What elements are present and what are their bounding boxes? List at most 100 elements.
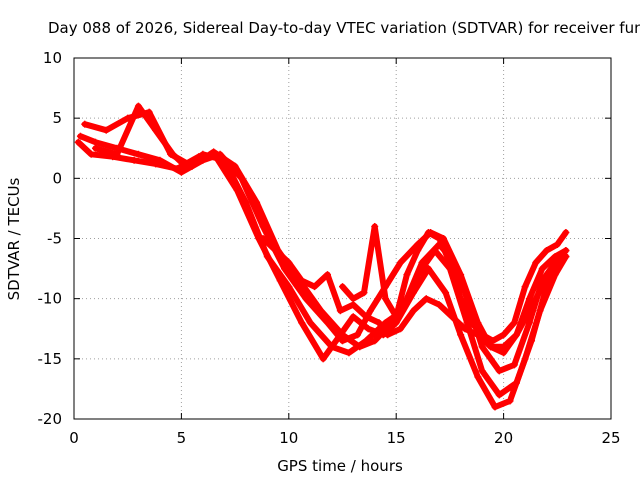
data-point xyxy=(474,373,482,381)
data-point xyxy=(562,228,570,236)
y-tick-label: -10 xyxy=(38,290,63,308)
data-point xyxy=(414,247,422,255)
data-point xyxy=(536,307,544,315)
data-point xyxy=(495,367,503,375)
data-point xyxy=(442,289,450,297)
data-point xyxy=(109,153,117,161)
data-point xyxy=(525,307,533,315)
data-point xyxy=(551,271,559,279)
data-point xyxy=(424,228,432,236)
data-point xyxy=(364,325,372,333)
data-point xyxy=(145,108,153,116)
data-point xyxy=(495,391,503,399)
axis-ticks: 0 5 10 15 20 25 -20 -15 -10 -5 0 5 10 xyxy=(38,49,621,447)
data-point xyxy=(553,241,561,249)
data-point xyxy=(409,307,417,315)
data-point xyxy=(457,295,465,303)
data-point xyxy=(91,138,99,146)
data-point xyxy=(134,150,142,158)
data-point xyxy=(461,325,469,333)
data-point xyxy=(302,295,310,303)
data-point xyxy=(173,165,181,173)
data-point xyxy=(384,331,392,339)
y-tick-label: 0 xyxy=(52,169,62,187)
data-point xyxy=(349,313,357,321)
data-point xyxy=(134,102,142,110)
data-point xyxy=(446,259,454,267)
data-point xyxy=(195,153,203,161)
data-point xyxy=(231,162,239,170)
data-point xyxy=(339,283,346,291)
data-point xyxy=(500,349,508,357)
data-point xyxy=(396,325,404,333)
data-point xyxy=(381,319,389,327)
data-point xyxy=(76,132,84,140)
data-point xyxy=(74,138,82,146)
data-point xyxy=(298,319,306,327)
data-point xyxy=(371,222,379,230)
data-point xyxy=(525,319,533,327)
data-point xyxy=(349,301,357,309)
data-series xyxy=(74,102,570,411)
data-point xyxy=(381,295,389,303)
series-track-1 xyxy=(76,132,570,357)
data-point xyxy=(521,283,529,291)
data-point xyxy=(285,259,293,267)
data-point xyxy=(474,331,482,339)
data-point xyxy=(532,259,540,267)
data-point xyxy=(281,265,289,273)
series-line xyxy=(339,223,569,344)
data-point xyxy=(354,331,362,339)
data-point xyxy=(543,247,551,255)
data-point xyxy=(467,319,475,327)
data-point xyxy=(525,295,533,303)
data-point xyxy=(491,403,499,411)
data-point xyxy=(562,247,570,255)
y-tick-label: -5 xyxy=(47,230,62,248)
chart-title: Day 088 of 2026, Sidereal Day-to-day VTE… xyxy=(48,19,640,37)
data-point xyxy=(478,367,486,375)
data-point xyxy=(414,271,422,279)
y-tick-label: -20 xyxy=(38,410,63,428)
data-point xyxy=(375,319,383,327)
x-tick-label: 20 xyxy=(494,429,513,447)
data-point xyxy=(489,337,497,345)
data-point xyxy=(538,283,546,291)
data-point xyxy=(177,168,185,176)
data-point xyxy=(403,271,411,279)
data-point xyxy=(233,186,241,194)
y-tick-label: -15 xyxy=(38,350,63,368)
data-point xyxy=(435,235,443,242)
data-point xyxy=(152,160,160,168)
data-point xyxy=(512,331,520,339)
data-point xyxy=(336,331,344,339)
data-point xyxy=(500,331,508,339)
data-point xyxy=(461,289,469,297)
data-point xyxy=(448,313,456,321)
series-track-4 xyxy=(74,138,570,411)
data-point xyxy=(220,156,228,164)
data-point xyxy=(478,343,486,351)
data-point xyxy=(276,277,284,285)
x-tick-label: 25 xyxy=(601,429,620,447)
data-point xyxy=(392,313,400,321)
data-point xyxy=(506,397,514,405)
data-point xyxy=(345,349,353,357)
x-tick-label: 15 xyxy=(387,429,406,447)
data-point xyxy=(424,265,432,273)
data-point xyxy=(366,307,374,315)
x-tick-label: 0 xyxy=(69,429,79,447)
grid-lines xyxy=(74,58,611,419)
data-point xyxy=(362,313,370,321)
y-tick-label: 5 xyxy=(52,109,62,127)
data-point xyxy=(457,331,465,339)
data-point xyxy=(510,361,518,369)
data-point xyxy=(521,355,529,363)
data-point xyxy=(349,295,357,303)
x-tick-label: 5 xyxy=(177,429,187,447)
data-point xyxy=(306,319,314,327)
data-point xyxy=(336,307,344,315)
x-axis-label: GPS time / hours xyxy=(277,457,403,475)
series-track-6 xyxy=(259,235,570,351)
